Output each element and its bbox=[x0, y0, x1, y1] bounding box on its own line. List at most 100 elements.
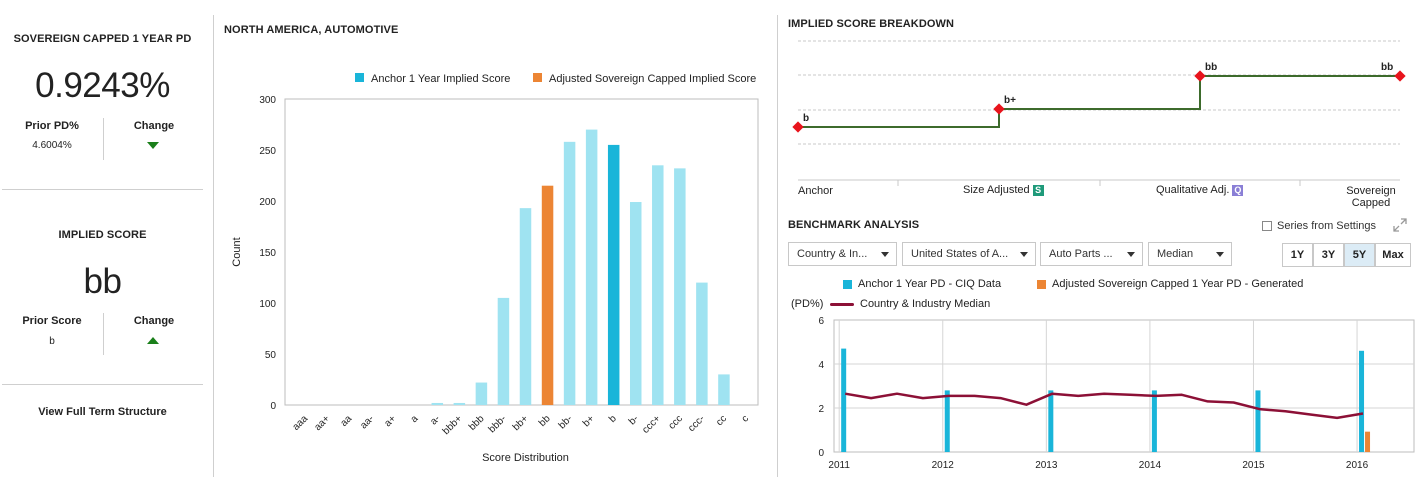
range-5y-button[interactable]: 5Y bbox=[1344, 243, 1375, 267]
statistic-dropdown[interactable]: Median bbox=[1148, 242, 1232, 266]
breakdown-step-line bbox=[798, 75, 1400, 128]
x-tick-label: c bbox=[740, 413, 751, 424]
x-tick-label: 2012 bbox=[932, 460, 955, 471]
implied-title: IMPLIED SCORE bbox=[58, 229, 147, 241]
country-industry-dropdown[interactable]: Country & In... bbox=[788, 242, 897, 266]
x-tick-label: 2014 bbox=[1139, 460, 1162, 471]
x-tick-label: aa- bbox=[358, 413, 376, 431]
distribution-title: NORTH AMERICA, AUTOMOTIVE bbox=[224, 24, 399, 36]
prior-pd-value: 4.6004% bbox=[32, 140, 72, 151]
x-tick-label: bb- bbox=[557, 413, 575, 431]
x-tick-label: ccc- bbox=[686, 413, 707, 434]
breakdown-marker bbox=[1194, 70, 1206, 82]
breakdown-marker bbox=[792, 121, 804, 133]
x-tick-label: ccc+ bbox=[640, 413, 663, 436]
x-tick-label: ccc bbox=[667, 413, 685, 431]
x-tick-label: aa bbox=[339, 413, 355, 429]
bar-bb bbox=[541, 185, 554, 405]
x-tick-label: 2013 bbox=[1035, 460, 1058, 471]
y-tick-label: 0 bbox=[270, 401, 276, 412]
breakdown-label-sovereign-capped: Sovereign Capped bbox=[1340, 185, 1402, 209]
y-axis-label: Count bbox=[231, 237, 243, 266]
bar-bbb+ bbox=[453, 402, 466, 405]
x-tick-label: a- bbox=[428, 413, 442, 427]
divider bbox=[103, 313, 104, 355]
anchor-pd-bar bbox=[1151, 390, 1157, 452]
legend-swatch bbox=[830, 302, 854, 306]
x-tick-label: b+ bbox=[581, 413, 597, 429]
chevron-down-icon bbox=[1020, 252, 1028, 257]
bar-b+ bbox=[585, 129, 598, 405]
legend-swatch bbox=[1037, 279, 1046, 289]
y-tick-label: 100 bbox=[259, 299, 276, 310]
x-tick-label: aaa bbox=[291, 413, 311, 433]
y-tick-label: 4 bbox=[818, 360, 824, 371]
bar-b- bbox=[629, 202, 642, 405]
legend-swatch bbox=[843, 279, 852, 289]
y-tick-label: 6 bbox=[818, 316, 824, 327]
divider bbox=[103, 118, 104, 160]
size-badge-icon: S bbox=[1032, 184, 1044, 196]
range-1y-button[interactable]: 1Y bbox=[1282, 243, 1313, 267]
anchor-pd-bar bbox=[841, 348, 847, 452]
bar-bbb- bbox=[497, 297, 510, 405]
x-tick-label: bbb bbox=[467, 413, 487, 433]
pd-title: SOVEREIGN CAPPED 1 YEAR PD bbox=[13, 33, 192, 45]
x-tick-label: b bbox=[607, 413, 619, 425]
series-settings-checkbox[interactable] bbox=[1262, 221, 1272, 232]
breakdown-marker bbox=[993, 103, 1005, 115]
series-settings-label: Series from Settings bbox=[1277, 220, 1377, 232]
legend-label: Adjusted Sovereign Capped 1 Year PD - Ge… bbox=[1052, 278, 1304, 290]
pd-unit-label: (PD%) bbox=[791, 298, 824, 310]
divider bbox=[2, 189, 203, 190]
breakdown-label-size-adjusted: Size Adjusted S bbox=[963, 184, 1044, 196]
x-tick-label: b- bbox=[627, 413, 641, 427]
legend-median: Country & Industry Median bbox=[830, 298, 990, 310]
divider bbox=[2, 384, 203, 385]
chevron-down-icon bbox=[881, 252, 889, 257]
range-max-button[interactable]: Max bbox=[1375, 243, 1411, 267]
x-tick-label: bbb- bbox=[487, 413, 509, 435]
x-tick-label: aa+ bbox=[312, 413, 332, 433]
x-tick-label: 2011 bbox=[828, 460, 850, 471]
dropdown-value: United States of A... bbox=[911, 248, 1009, 260]
pd-value: 0.9243% bbox=[35, 66, 170, 105]
prior-pd-label: Prior PD% bbox=[25, 120, 79, 132]
legend-label: Anchor 1 Year PD - CIQ Data bbox=[858, 278, 1002, 290]
x-tick-label: bb bbox=[537, 413, 553, 429]
sovereign-label-line1: Sovereign bbox=[1346, 185, 1396, 197]
x-tick-label: cc bbox=[714, 413, 729, 428]
legend-label-adjusted: Adjusted Sovereign Capped Implied Score bbox=[549, 73, 756, 85]
bar-bb- bbox=[563, 141, 576, 405]
bar-bb+ bbox=[519, 208, 532, 405]
anchor-pd-bar bbox=[1359, 350, 1365, 452]
industry-dropdown[interactable]: Auto Parts ... bbox=[1040, 242, 1143, 266]
range-3y-button[interactable]: 3Y bbox=[1313, 243, 1344, 267]
x-tick-label: 2015 bbox=[1242, 460, 1265, 471]
benchmark-title: BENCHMARK ANALYSIS bbox=[788, 219, 920, 231]
series-settings-toggle[interactable]: Series from Settings bbox=[1262, 220, 1376, 232]
sovereign-label-line2: Capped bbox=[1351, 197, 1391, 209]
breakdown-title: IMPLIED SCORE BREAKDOWN bbox=[788, 18, 955, 30]
implied-value: bb bbox=[83, 262, 122, 301]
qualitative-label: Qualitative Adj. bbox=[1156, 184, 1230, 196]
country-dropdown[interactable]: United States of A... bbox=[902, 242, 1036, 266]
expand-icon[interactable] bbox=[1393, 218, 1407, 237]
benchmark-chart: 0 2 4 6 2011 2012 2013 2014 2015 2016 bbox=[818, 316, 1415, 471]
chevron-down-icon bbox=[1127, 252, 1135, 257]
bar-ccc bbox=[674, 168, 686, 405]
qualitative-badge-icon: Q bbox=[1232, 184, 1244, 196]
legend-swatch-anchor bbox=[355, 73, 364, 82]
dropdown-value: Country & In... bbox=[797, 248, 868, 260]
legend-anchor-pd: Anchor 1 Year PD - CIQ Data bbox=[843, 278, 1001, 290]
view-full-term-structure-link[interactable]: View Full Term Structure bbox=[38, 406, 167, 418]
anchor-pd-bar bbox=[1255, 390, 1261, 452]
prior-score-value: b bbox=[49, 336, 55, 347]
y-tick-label: 300 bbox=[259, 95, 276, 106]
change-up-icon bbox=[147, 337, 159, 344]
bar-bbb bbox=[475, 382, 488, 405]
bar-cc bbox=[718, 374, 730, 405]
plot-frame bbox=[833, 319, 1415, 453]
x-tick-label: bbb+ bbox=[441, 413, 465, 437]
y-tick-label: 50 bbox=[265, 350, 277, 361]
